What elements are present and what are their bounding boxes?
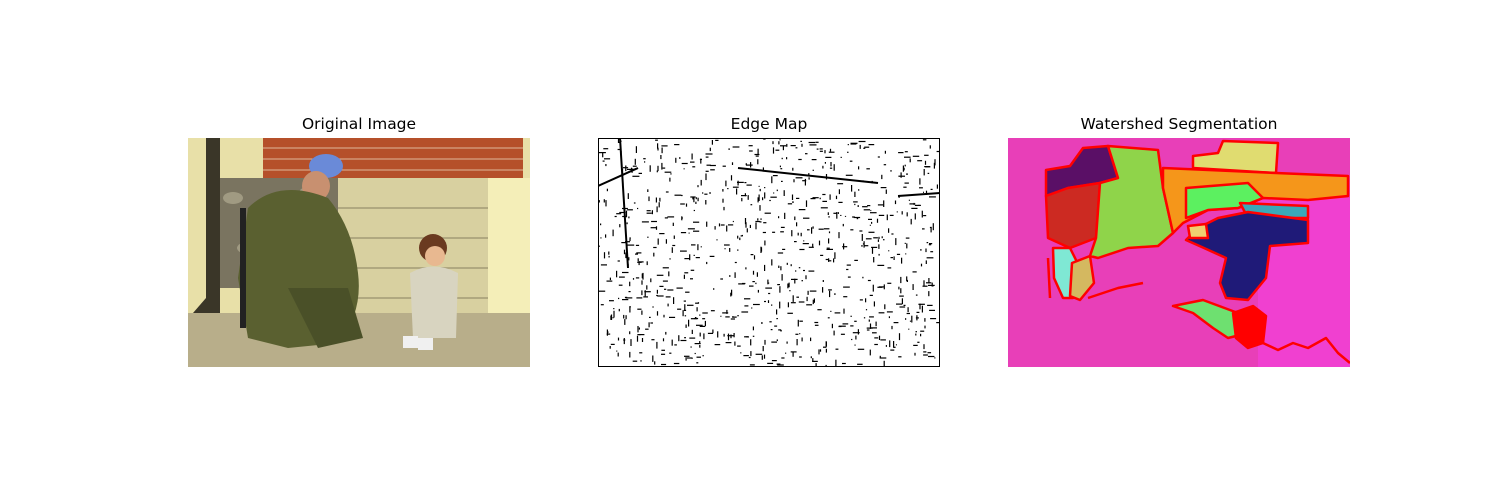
original-image [188, 138, 530, 367]
panel-title-watershed: Watershed Segmentation [1080, 115, 1278, 133]
watershed-segmentation-image [1008, 138, 1350, 367]
edge-map-image [598, 138, 940, 367]
panel-title-edge: Edge Map [730, 115, 808, 133]
panel-title-original: Original Image [301, 115, 417, 133]
